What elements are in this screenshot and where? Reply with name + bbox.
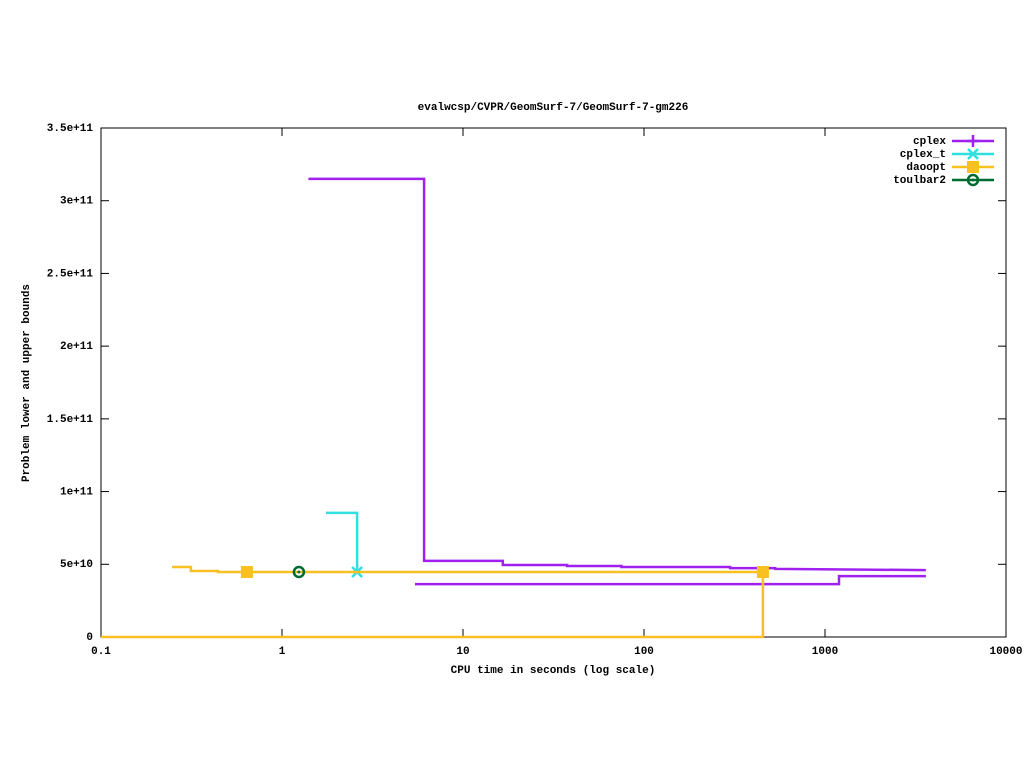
- y-tick-label: 2e+11: [60, 341, 93, 353]
- plot-frame: [100, 127, 1007, 638]
- y-tick-label: 3.5e+11: [47, 123, 94, 135]
- x-axis-label: CPU time in seconds (log scale): [451, 665, 656, 677]
- y-tick-label: 5e+10: [60, 559, 93, 571]
- y-axis-label: Problem lower and upper bounds: [21, 284, 33, 482]
- marker: [966, 173, 980, 187]
- y-tick-label: 0: [86, 632, 93, 644]
- marker: [756, 565, 769, 578]
- x-tick-label: 100: [634, 646, 654, 658]
- legend-label: cplex: [913, 136, 946, 148]
- series-line: [326, 511, 359, 572]
- y-tick-label: 3e+11: [60, 196, 93, 208]
- y-tick-label: 2.5e+11: [47, 268, 94, 280]
- series-line: [308, 177, 926, 586]
- legend-label: daoopt: [906, 162, 946, 174]
- marker: [967, 148, 979, 160]
- marker: [292, 565, 306, 579]
- x-tick-label: 0.1: [91, 646, 111, 658]
- x-tick-label: 1: [279, 646, 286, 658]
- y-tick-label: 1e+11: [60, 486, 93, 498]
- x-tick-label: 10000: [989, 646, 1022, 658]
- marker: [240, 565, 253, 578]
- marker: [967, 161, 979, 173]
- x-tick-label: 1000: [812, 646, 838, 658]
- x-tick-label: 10: [456, 646, 469, 658]
- legend-label: toulbar2: [893, 175, 946, 187]
- series-line: [101, 565, 765, 639]
- legend-label: cplex_t: [900, 149, 946, 161]
- chart-title: evalwcsp/CVPR/GeomSurf-7/GeomSurf-7-gm22…: [418, 102, 689, 114]
- y-tick-label: 1.5e+11: [47, 414, 94, 426]
- marker: [967, 135, 979, 147]
